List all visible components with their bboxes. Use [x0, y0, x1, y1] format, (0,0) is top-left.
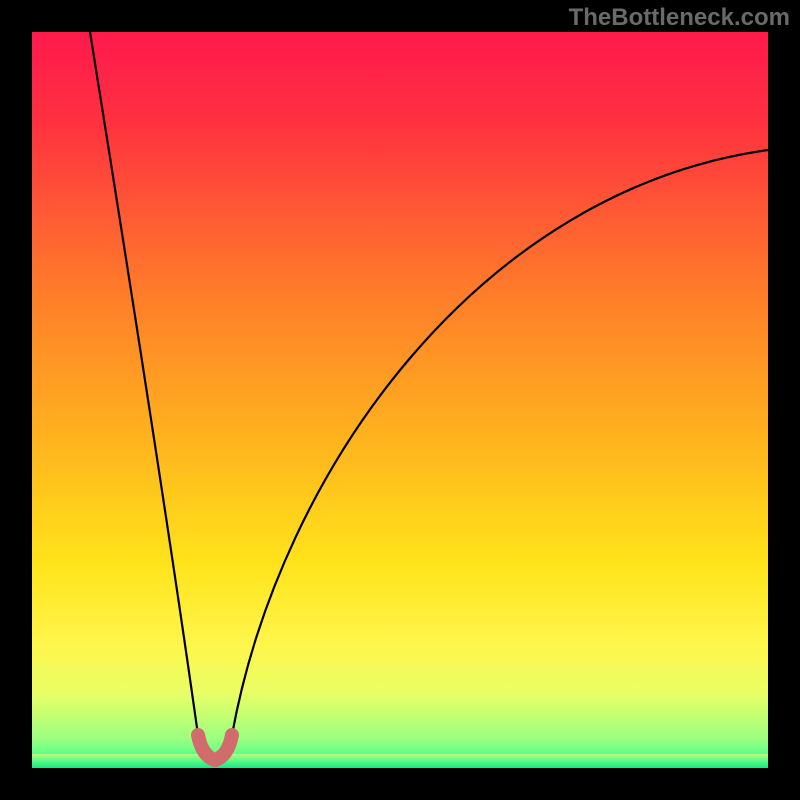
curve-right-branch	[232, 150, 768, 735]
watermark-text: TheBottleneck.com	[569, 4, 790, 32]
curve-left-branch	[90, 32, 198, 735]
trough-u-marker	[198, 735, 232, 760]
chart-container: TheBottleneck.com	[0, 0, 800, 800]
curve-layer	[0, 0, 800, 800]
